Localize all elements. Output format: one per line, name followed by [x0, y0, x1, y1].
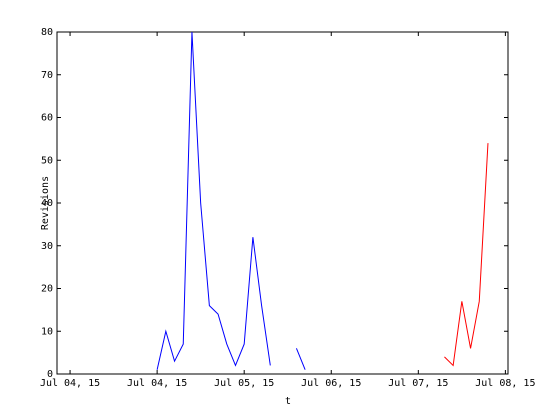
x-tick-label: Jul 04, 15 — [127, 378, 187, 389]
x-tick-label: Jul 07, 15 — [388, 378, 448, 389]
x-tick-label: Jul 05, 15 — [214, 378, 274, 389]
series-line — [156, 31, 306, 370]
y-tick-label: 50 — [41, 155, 53, 166]
y-tick-label: 60 — [41, 113, 53, 124]
plot-frame — [56, 31, 509, 375]
y-tick-label: 40 — [41, 198, 53, 209]
y-tick-label: 30 — [41, 241, 53, 252]
x-tick-label: Jul 04, 15 — [40, 378, 100, 389]
y-tick-label: 20 — [41, 284, 53, 295]
y-tick-label: 0 — [47, 369, 53, 380]
x-tick-label: Jul 06, 15 — [301, 378, 361, 389]
y-tick-label: 10 — [41, 326, 53, 337]
y-axis-label: Revisions — [40, 176, 51, 230]
y-tick-label: 80 — [41, 27, 53, 38]
x-axis-label: t — [285, 396, 291, 407]
x-tick-label: Jul 08, 15 — [475, 378, 535, 389]
y-tick-label: 70 — [41, 70, 53, 81]
series-line — [444, 143, 489, 367]
